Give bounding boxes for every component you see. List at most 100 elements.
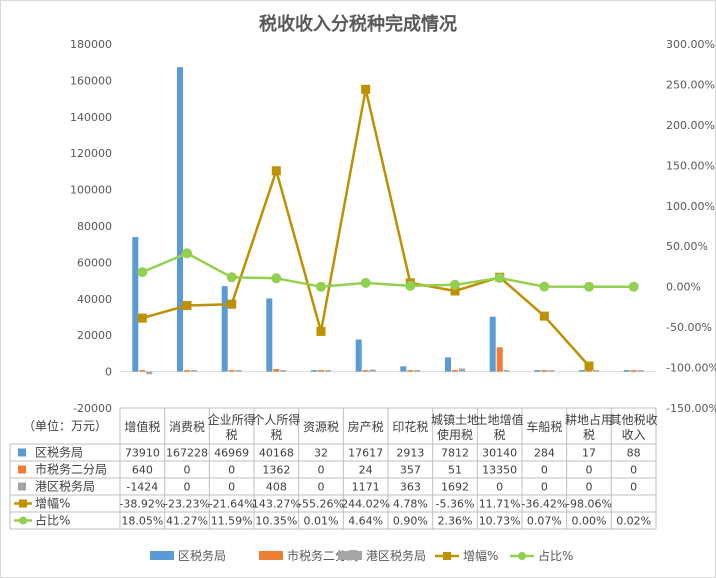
y-left-tick-label: -20000 — [73, 402, 112, 415]
left-axis: -20000 0 20000 40000 60000 80000 100000 120000 1… — [70, 38, 656, 415]
category-label: 土地增值 — [476, 412, 524, 427]
data-label: 0.01% — [304, 515, 339, 528]
data-label: -36.42% — [521, 498, 567, 511]
y-right-tick-label: 100.00% — [666, 200, 715, 213]
bar — [452, 370, 458, 372]
series-line — [141, 88, 590, 367]
data-label: 10.35% — [255, 515, 297, 528]
data-label: -21.64% — [209, 498, 255, 511]
line-marker-circle — [628, 281, 639, 292]
bar — [318, 370, 324, 372]
bar — [177, 67, 183, 372]
y-right-tick-label: 250.00% — [666, 78, 715, 91]
data-label: 244.02% — [341, 498, 390, 511]
category-label-line2: 税 — [270, 428, 282, 442]
line-marker-circle — [271, 273, 282, 284]
data-label: 0.07% — [527, 515, 562, 528]
data-label: 0 — [630, 481, 637, 494]
line-marker-circle — [360, 277, 371, 288]
bar — [184, 370, 190, 372]
series-name: 港区税务局 — [35, 479, 95, 494]
data-label: -38.92% — [119, 498, 165, 511]
bar — [266, 298, 273, 372]
data-label: 73910 — [125, 447, 160, 460]
y-right-tick-label: 50.00% — [666, 240, 708, 253]
y-right-tick-label: -50.00% — [666, 321, 712, 334]
line-marker-circle — [539, 281, 550, 292]
data-label: 0 — [318, 481, 325, 494]
bar — [221, 286, 228, 372]
legend-label: 区税务局 — [178, 548, 226, 563]
y-right-tick-label: 0.00% — [666, 281, 701, 294]
legend-label: 港区税务局 — [366, 548, 426, 563]
category-label: 消费税 — [169, 420, 205, 434]
category-label: 房产税 — [348, 419, 384, 434]
bar — [489, 316, 496, 372]
bar — [407, 370, 414, 372]
bar — [228, 370, 235, 372]
data-label: -55.26% — [298, 498, 344, 511]
table-legend-key — [18, 448, 26, 457]
y-right-tick-label: 200.00% — [666, 119, 715, 132]
bar — [400, 366, 407, 372]
y-right-tick-label: 300.00% — [666, 38, 715, 51]
bar — [593, 370, 599, 372]
data-label: 7812 — [441, 447, 469, 460]
data-label: -23.23% — [164, 498, 210, 511]
line-marker-square — [227, 299, 237, 309]
line-marker-circle — [584, 281, 594, 292]
category-label: 城镇土地 — [431, 413, 479, 427]
data-label: 0 — [586, 464, 593, 477]
data-label: 17617 — [348, 447, 383, 460]
line-marker-circle — [226, 272, 237, 283]
y-left-tick-label: 180000 — [70, 38, 112, 51]
category-label: 个人所得 — [252, 412, 300, 427]
category-label: 增值税 — [124, 419, 160, 434]
series-name: 区税务局 — [35, 445, 83, 460]
data-label: 11.71% — [479, 498, 521, 511]
data-label: 0 — [184, 464, 191, 477]
data-label: 18.05% — [121, 515, 163, 528]
bar — [311, 370, 317, 372]
bar — [503, 370, 510, 372]
data-label: -1424 — [126, 481, 158, 494]
bar — [534, 370, 541, 372]
bar — [235, 370, 242, 372]
line-marker-circle — [137, 267, 148, 278]
data-label: 40168 — [259, 447, 294, 460]
bar — [414, 370, 421, 372]
line-marker-circle — [405, 280, 416, 291]
data-label: 4.78% — [393, 498, 428, 511]
line-marker-circle — [316, 281, 326, 292]
data-label: 0.02% — [616, 515, 651, 528]
category-label: 资源税 — [303, 420, 339, 434]
data-label: 0 — [496, 481, 503, 494]
bar — [623, 370, 630, 372]
line-marker-circle — [494, 273, 505, 283]
line-marker-square — [539, 311, 549, 321]
data-label: 32 — [314, 447, 328, 460]
category-label: 企业所得 — [208, 412, 256, 427]
data-label: 0 — [630, 464, 637, 477]
y-left-tick-label: 80000 — [77, 220, 112, 233]
bar — [132, 237, 139, 372]
line-marker-square — [316, 326, 326, 336]
category-label-line2: 税 — [494, 428, 506, 442]
data-label: 0 — [586, 481, 593, 494]
category-label-line2: 收入 — [622, 428, 646, 442]
legend: 区税务局 市税务二分局 港区税务局 增幅% 占比% — [150, 548, 573, 563]
legend-swatch — [259, 551, 283, 560]
bars — [132, 67, 644, 375]
data-label: 1692 — [441, 481, 469, 494]
data-label: -98.06% — [566, 498, 612, 511]
data-label: 640 — [132, 464, 153, 477]
line-marker-square — [182, 301, 192, 310]
data-label: 357 — [400, 464, 421, 477]
bar — [355, 339, 362, 372]
line-marker-square — [361, 84, 371, 94]
data-label: 284 — [534, 447, 555, 460]
bar — [445, 357, 451, 372]
data-label: 2.36% — [438, 515, 473, 528]
